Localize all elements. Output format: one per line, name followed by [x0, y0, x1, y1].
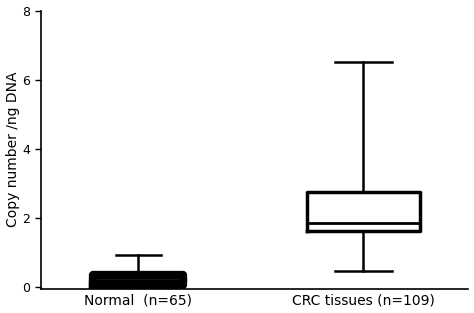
- Y-axis label: Copy number /ng DNA: Copy number /ng DNA: [6, 72, 19, 227]
